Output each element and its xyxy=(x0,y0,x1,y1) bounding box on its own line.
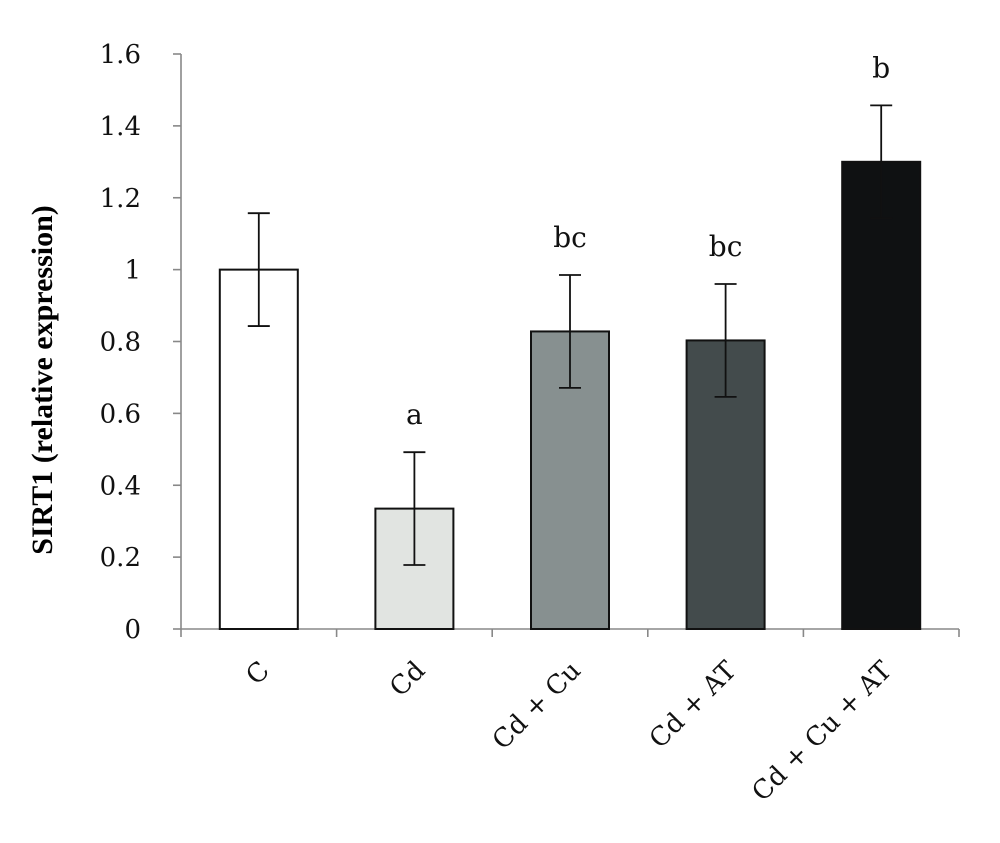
bars xyxy=(218,160,922,630)
annotation-5: b xyxy=(872,51,890,84)
category-label-4: Cd + AT xyxy=(644,655,743,754)
y-tick-label: 0.6 xyxy=(100,399,141,429)
error-bar-5 xyxy=(870,104,893,220)
y-tick-label: 1 xyxy=(124,256,141,286)
error-bars xyxy=(247,104,893,566)
x-axis xyxy=(180,628,960,637)
y-tick-label: 0.8 xyxy=(100,328,141,358)
annotation-2: a xyxy=(406,398,423,431)
category-label-3: Cd + Cu xyxy=(487,656,587,756)
y-tick-label: 1.2 xyxy=(100,184,141,214)
y-tick-label: 1.6 xyxy=(100,40,141,70)
category-label-2: Cd xyxy=(384,656,431,703)
bar-5 xyxy=(841,160,922,630)
category-labels: C Cd Cd + Cu Cd + AT Cd + Cu + AT xyxy=(240,655,898,807)
error-bar-4 xyxy=(714,283,737,398)
y-axis: 0 0.2 0.4 0.6 0.8 1 1.2 1.4 1.6 xyxy=(100,40,182,645)
y-tick-label: 0.2 xyxy=(100,543,141,573)
y-axis-label: SIRT1 (relative expression) xyxy=(26,205,59,554)
annotation-4: bc xyxy=(709,230,743,263)
annotation-3: bc xyxy=(553,221,587,254)
category-label-1: C xyxy=(240,656,275,691)
error-bar-3 xyxy=(559,274,581,389)
error-bar-2 xyxy=(403,451,426,566)
category-label-5: Cd + Cu + AT xyxy=(746,655,898,807)
significance-annotations: a bc bc b xyxy=(406,51,890,431)
y-tick-label: 0.4 xyxy=(100,471,141,501)
error-bar-1 xyxy=(247,212,270,327)
y-tick-label: 0 xyxy=(124,615,141,645)
y-tick-label: 1.4 xyxy=(100,112,141,142)
bar-2 xyxy=(374,507,455,630)
bar-1 xyxy=(218,268,299,630)
